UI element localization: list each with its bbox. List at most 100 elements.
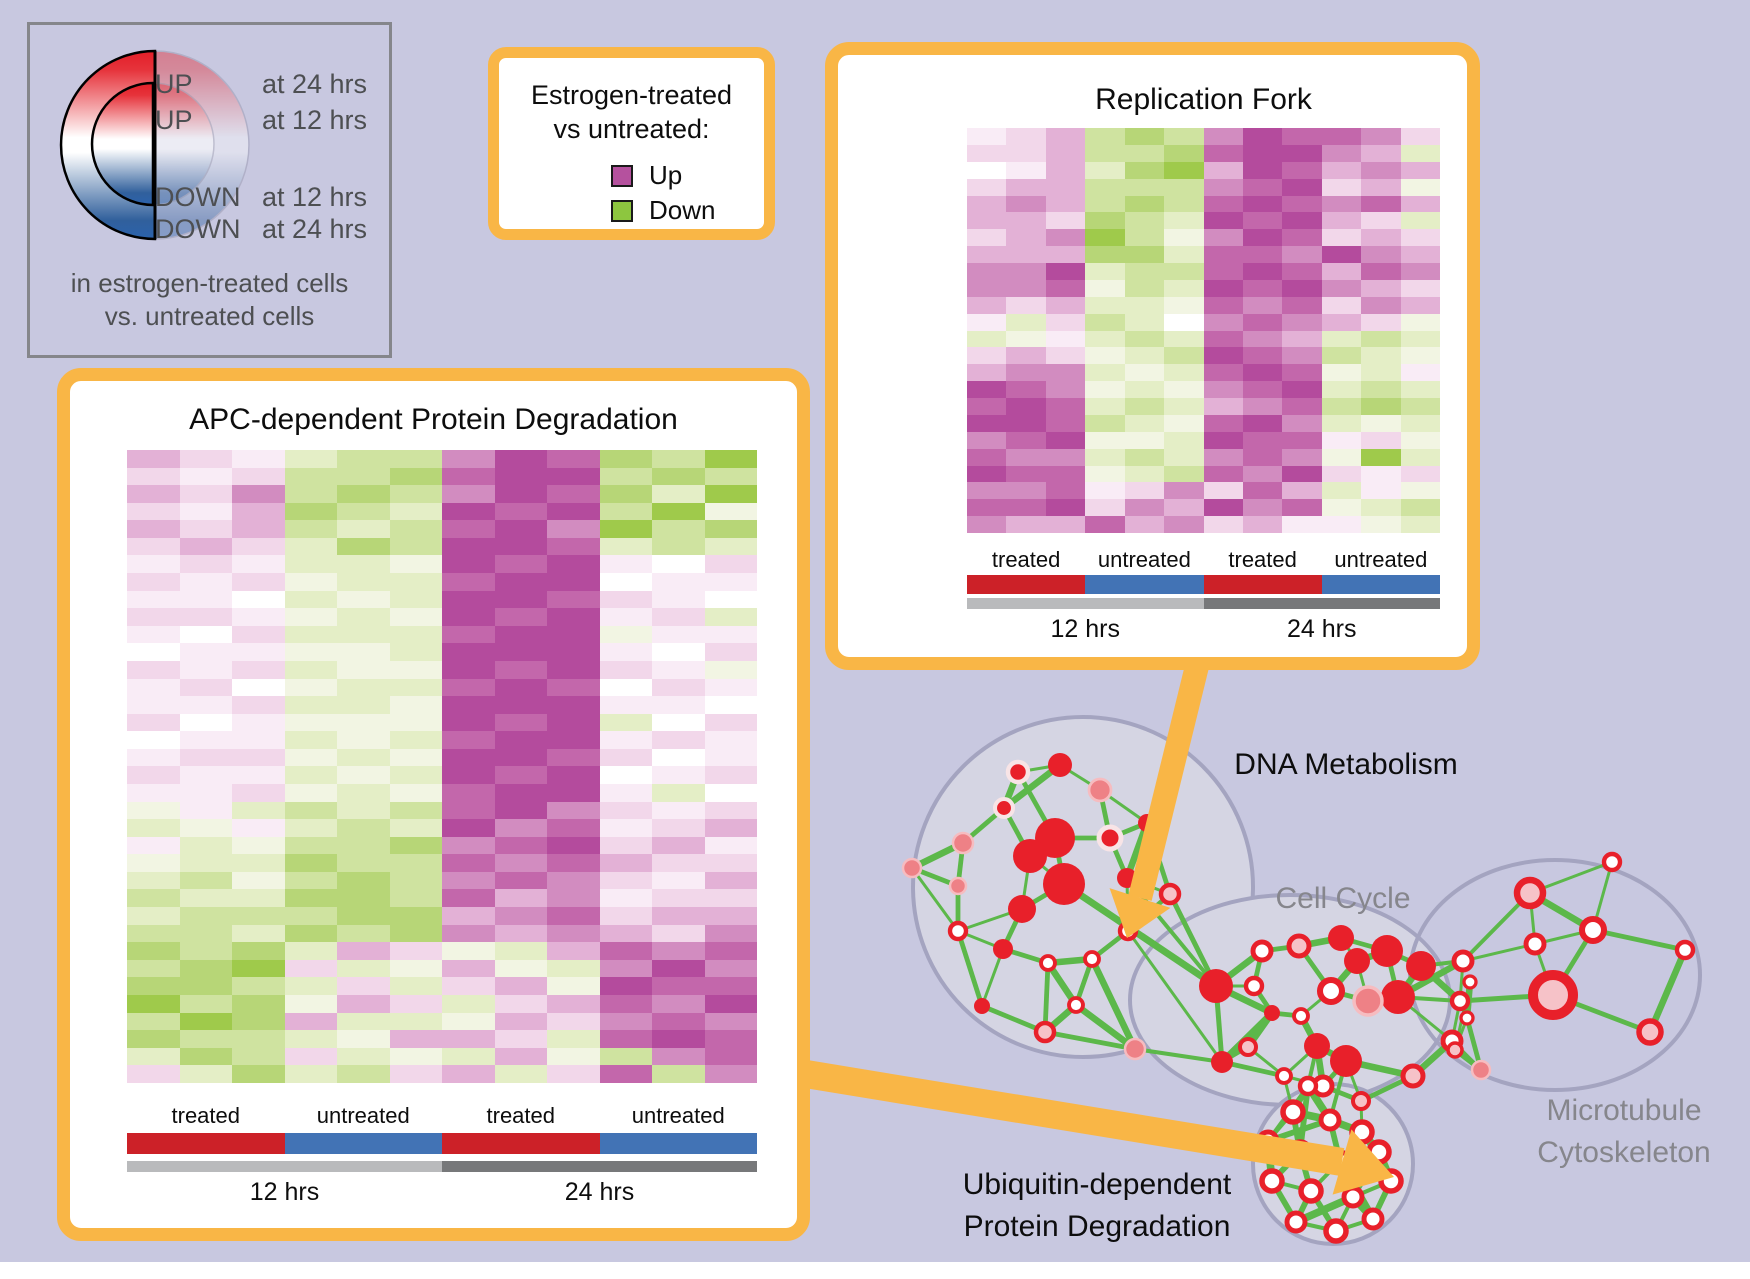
network-edge bbox=[1252, 984, 1274, 1015]
network-node bbox=[1067, 996, 1085, 1014]
heatmap-cell bbox=[179, 731, 232, 749]
heatmap-cell bbox=[1400, 178, 1441, 196]
heatmap-cell bbox=[1361, 347, 1401, 365]
heatmap-cell bbox=[494, 801, 547, 820]
heatmap-cell bbox=[652, 871, 705, 890]
heatmap-cell bbox=[284, 959, 337, 978]
heatmap-cell bbox=[704, 450, 757, 468]
network-bridge-edge bbox=[1126, 930, 1224, 1063]
heatmap-cell bbox=[1085, 431, 1125, 449]
heatmap-cell bbox=[1203, 431, 1243, 449]
heatmap-cell bbox=[442, 678, 495, 697]
heatmap-cell bbox=[389, 836, 442, 855]
heatmap-cell bbox=[442, 713, 495, 732]
heatmap-cell bbox=[442, 625, 495, 644]
network-edge bbox=[1410, 1038, 1455, 1079]
network-edge bbox=[911, 865, 959, 889]
heatmap-row bbox=[127, 450, 757, 468]
heatmap-cell bbox=[1124, 381, 1165, 398]
network-edge bbox=[1001, 762, 1063, 811]
heatmap-cell bbox=[337, 801, 390, 820]
heatmap-cell bbox=[494, 1065, 547, 1083]
heatmap-cell bbox=[652, 678, 705, 697]
heatmap-row bbox=[127, 959, 757, 978]
network-node bbox=[993, 939, 1013, 959]
network-node bbox=[1449, 990, 1471, 1012]
heatmap-cell bbox=[547, 959, 600, 978]
heatmap-row bbox=[967, 482, 1441, 500]
heatmap-cell bbox=[1242, 144, 1283, 162]
network-edge bbox=[1295, 1220, 1337, 1233]
heatmap-cell bbox=[494, 660, 547, 679]
heatmap-cell bbox=[1203, 347, 1243, 365]
heatmap-cell bbox=[1282, 128, 1322, 145]
network-node bbox=[948, 876, 968, 896]
heatmap-cell bbox=[232, 643, 285, 661]
heatmap-cell bbox=[1085, 381, 1125, 398]
heatmap-row bbox=[127, 590, 757, 609]
network-edge bbox=[1315, 1043, 1348, 1064]
network-edge bbox=[1340, 935, 1388, 954]
heatmap-row bbox=[967, 161, 1441, 179]
heatmap-cell bbox=[1400, 465, 1441, 483]
network-node bbox=[1601, 851, 1623, 873]
heatmap-cell bbox=[1242, 516, 1283, 533]
network-edge bbox=[1328, 958, 1360, 994]
network-edge bbox=[1001, 806, 1033, 858]
heatmap-cell bbox=[1203, 178, 1243, 196]
heatmap-cell bbox=[704, 467, 757, 486]
rf-time-bars bbox=[967, 598, 1440, 609]
heatmap-cell bbox=[284, 801, 337, 820]
heatmap-cell bbox=[442, 590, 495, 609]
heatmap-cell bbox=[1164, 398, 1204, 415]
network-edge bbox=[1126, 876, 1171, 896]
heatmap-cell bbox=[1282, 313, 1322, 331]
heatmap-cell bbox=[599, 994, 652, 1013]
heatmap-cell bbox=[494, 836, 547, 855]
heatmap-cell bbox=[232, 520, 285, 538]
hours-24-bar bbox=[1203, 598, 1440, 609]
heatmap-cell bbox=[284, 1065, 337, 1083]
heatmap-cell bbox=[704, 643, 757, 661]
network-edge bbox=[955, 842, 966, 887]
microtubule-label-line2: Cytoskeleton bbox=[1537, 1136, 1711, 1169]
heatmap-cell bbox=[337, 467, 390, 486]
heatmap-cell bbox=[1282, 414, 1322, 432]
heatmap-cell bbox=[1045, 313, 1086, 331]
network-node bbox=[1316, 976, 1346, 1006]
heatmap-cell bbox=[1085, 212, 1125, 230]
network-edge bbox=[1533, 943, 1555, 996]
heatmap-cell bbox=[1085, 347, 1125, 365]
bottom-margin bbox=[0, 1262, 1750, 1279]
network-node bbox=[1138, 814, 1156, 832]
heatmap-cell bbox=[1006, 398, 1046, 415]
network-edge bbox=[1322, 1083, 1362, 1104]
down-color-swatch bbox=[611, 199, 633, 222]
heatmap-cell bbox=[127, 643, 180, 661]
network-node bbox=[1280, 1099, 1306, 1125]
heatmap-cell bbox=[232, 485, 285, 503]
heatmap-cell bbox=[1006, 465, 1046, 483]
heatmap-cell bbox=[547, 942, 600, 960]
heatmap-row bbox=[967, 431, 1441, 449]
untreated-bar bbox=[1321, 575, 1440, 594]
heatmap-cell bbox=[1045, 381, 1086, 398]
heatmap-cell bbox=[547, 537, 600, 556]
network-node bbox=[1238, 1037, 1258, 1057]
heatmap-cell bbox=[1164, 499, 1204, 517]
heatmap-cell bbox=[442, 977, 495, 995]
network-edge bbox=[1355, 947, 1389, 965]
network-edge bbox=[1591, 861, 1614, 931]
network-node bbox=[1117, 868, 1137, 888]
apc-degradation-panel: APC-dependent Protein Degradation treate… bbox=[57, 368, 810, 1241]
heatmap-cell bbox=[284, 608, 337, 626]
heatmap-cell bbox=[1361, 482, 1401, 500]
heatmap-cell bbox=[127, 977, 180, 995]
network-edge bbox=[1529, 860, 1613, 895]
heatmap-cell bbox=[652, 959, 705, 978]
heatmap-cell bbox=[337, 1030, 390, 1048]
heatmap-cell bbox=[1242, 279, 1283, 297]
heatmap-cell bbox=[494, 871, 547, 890]
heatmap-cell bbox=[1045, 279, 1086, 297]
heatmap-cell bbox=[494, 854, 547, 872]
